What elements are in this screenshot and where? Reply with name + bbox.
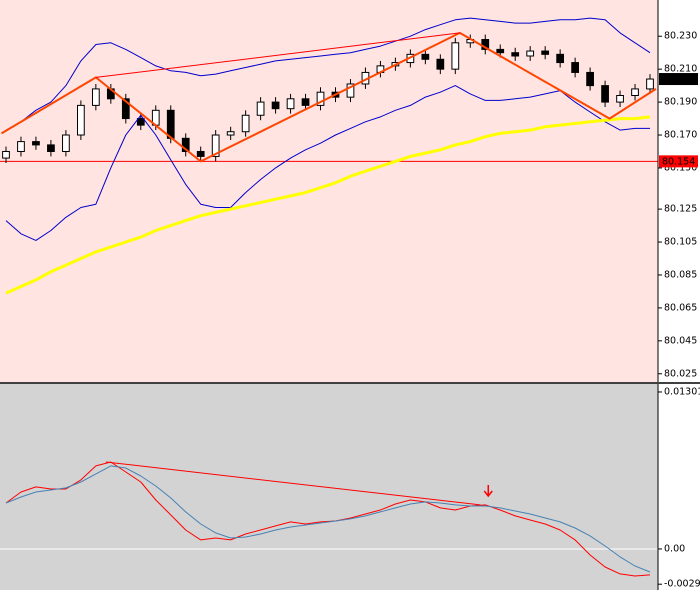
candle-body <box>136 118 145 126</box>
y-tick-label: 0.01301 <box>664 386 700 397</box>
candle-body <box>226 131 235 136</box>
series-line <box>5 17 651 131</box>
candle-body <box>586 71 594 87</box>
y-tick-label: 80.065 <box>664 302 697 313</box>
plot-area <box>0 17 658 295</box>
series-line <box>5 85 650 241</box>
y-tick-label: 80.190 <box>664 97 697 108</box>
candle-body <box>32 141 40 146</box>
candle-body <box>256 101 265 116</box>
candle-body <box>316 91 325 106</box>
hline-price-label: 80.154 <box>662 156 695 167</box>
series-line <box>5 115 651 295</box>
y-tick-label: 80.230 <box>664 31 697 42</box>
candle-body <box>541 50 550 55</box>
plot-area <box>0 461 658 577</box>
candle-body <box>526 50 535 57</box>
y-tick-label: 0.00 <box>664 543 685 554</box>
candle-body <box>17 141 25 152</box>
candle-body <box>47 144 55 152</box>
candle-body <box>241 114 250 133</box>
y-tick-label: 80.210 <box>664 64 697 75</box>
candle-body <box>196 150 205 157</box>
panel-background <box>0 384 658 590</box>
candle-body <box>511 52 520 57</box>
candle-body <box>346 83 355 98</box>
candle-body <box>436 58 445 70</box>
hline-price-box <box>659 155 698 168</box>
candle-body <box>646 78 654 90</box>
candle-body <box>616 95 624 103</box>
y-tick-label: 80.085 <box>664 269 697 280</box>
candle-body <box>601 85 609 103</box>
candle-body <box>271 101 280 110</box>
candle-body <box>556 53 565 64</box>
series-line <box>0 31 657 163</box>
candle-body <box>2 150 10 159</box>
y-tick-label: 80.150 <box>664 162 697 173</box>
candle-body <box>496 48 505 54</box>
candle-body <box>62 134 70 152</box>
candle-body <box>91 88 100 106</box>
y-tick-label: 80.105 <box>664 237 697 248</box>
candle-body <box>211 134 220 157</box>
y-tick-label: 80.170 <box>664 130 697 141</box>
y-tick-label: 80.025 <box>664 368 697 379</box>
candle-body <box>181 137 190 152</box>
series-line <box>5 461 651 577</box>
series-line <box>5 465 651 573</box>
last-price-box <box>659 73 698 86</box>
candle-body <box>421 53 430 60</box>
y-tick-label: 80.045 <box>664 335 697 346</box>
y-tick-label: 80.125 <box>664 204 697 215</box>
candle-body <box>451 42 460 70</box>
series-line <box>95 32 460 78</box>
y-tick-label: -0.00292 <box>664 579 700 590</box>
candle-body <box>301 98 310 106</box>
candle-body <box>121 98 130 120</box>
candle-body <box>571 62 579 73</box>
panel-background <box>0 0 658 382</box>
candle-body <box>77 104 85 136</box>
series-line <box>105 461 481 506</box>
candle-body <box>286 98 295 110</box>
signal-arrow <box>483 485 493 498</box>
candle-body <box>166 109 175 139</box>
last-price-label: 80.204 <box>662 74 695 85</box>
candle-body <box>631 88 639 97</box>
